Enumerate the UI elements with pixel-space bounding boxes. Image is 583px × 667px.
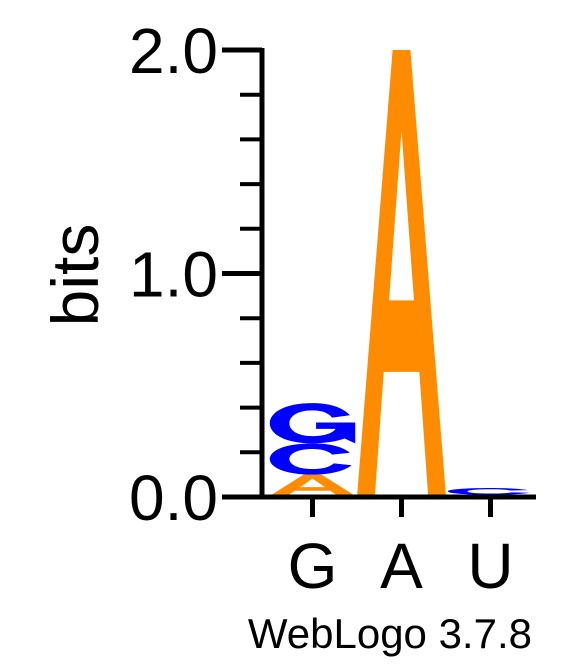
footer-credit: WebLogo 3.7.8 [248, 610, 532, 657]
y-tick-label: 1.0 [129, 239, 218, 311]
letter-g-pos-1 [269, 403, 356, 444]
x-tick-label: G [288, 530, 338, 602]
letter-a-pos-1 [268, 474, 357, 497]
y-tick-label: 0.0 [129, 462, 218, 534]
x-tick-label: A [380, 530, 423, 602]
letter-c-pos-3 [447, 488, 530, 495]
y-axis-label: bits [38, 224, 112, 327]
axes: 0.0 1.0 2.0 G A U [129, 15, 536, 602]
letter-c-pos-1 [269, 443, 352, 475]
y-tick-label: 2.0 [129, 15, 218, 87]
letter-a-pos-2 [357, 50, 446, 498]
x-tick-label: U [467, 530, 513, 602]
letter-stacks [268, 50, 535, 498]
